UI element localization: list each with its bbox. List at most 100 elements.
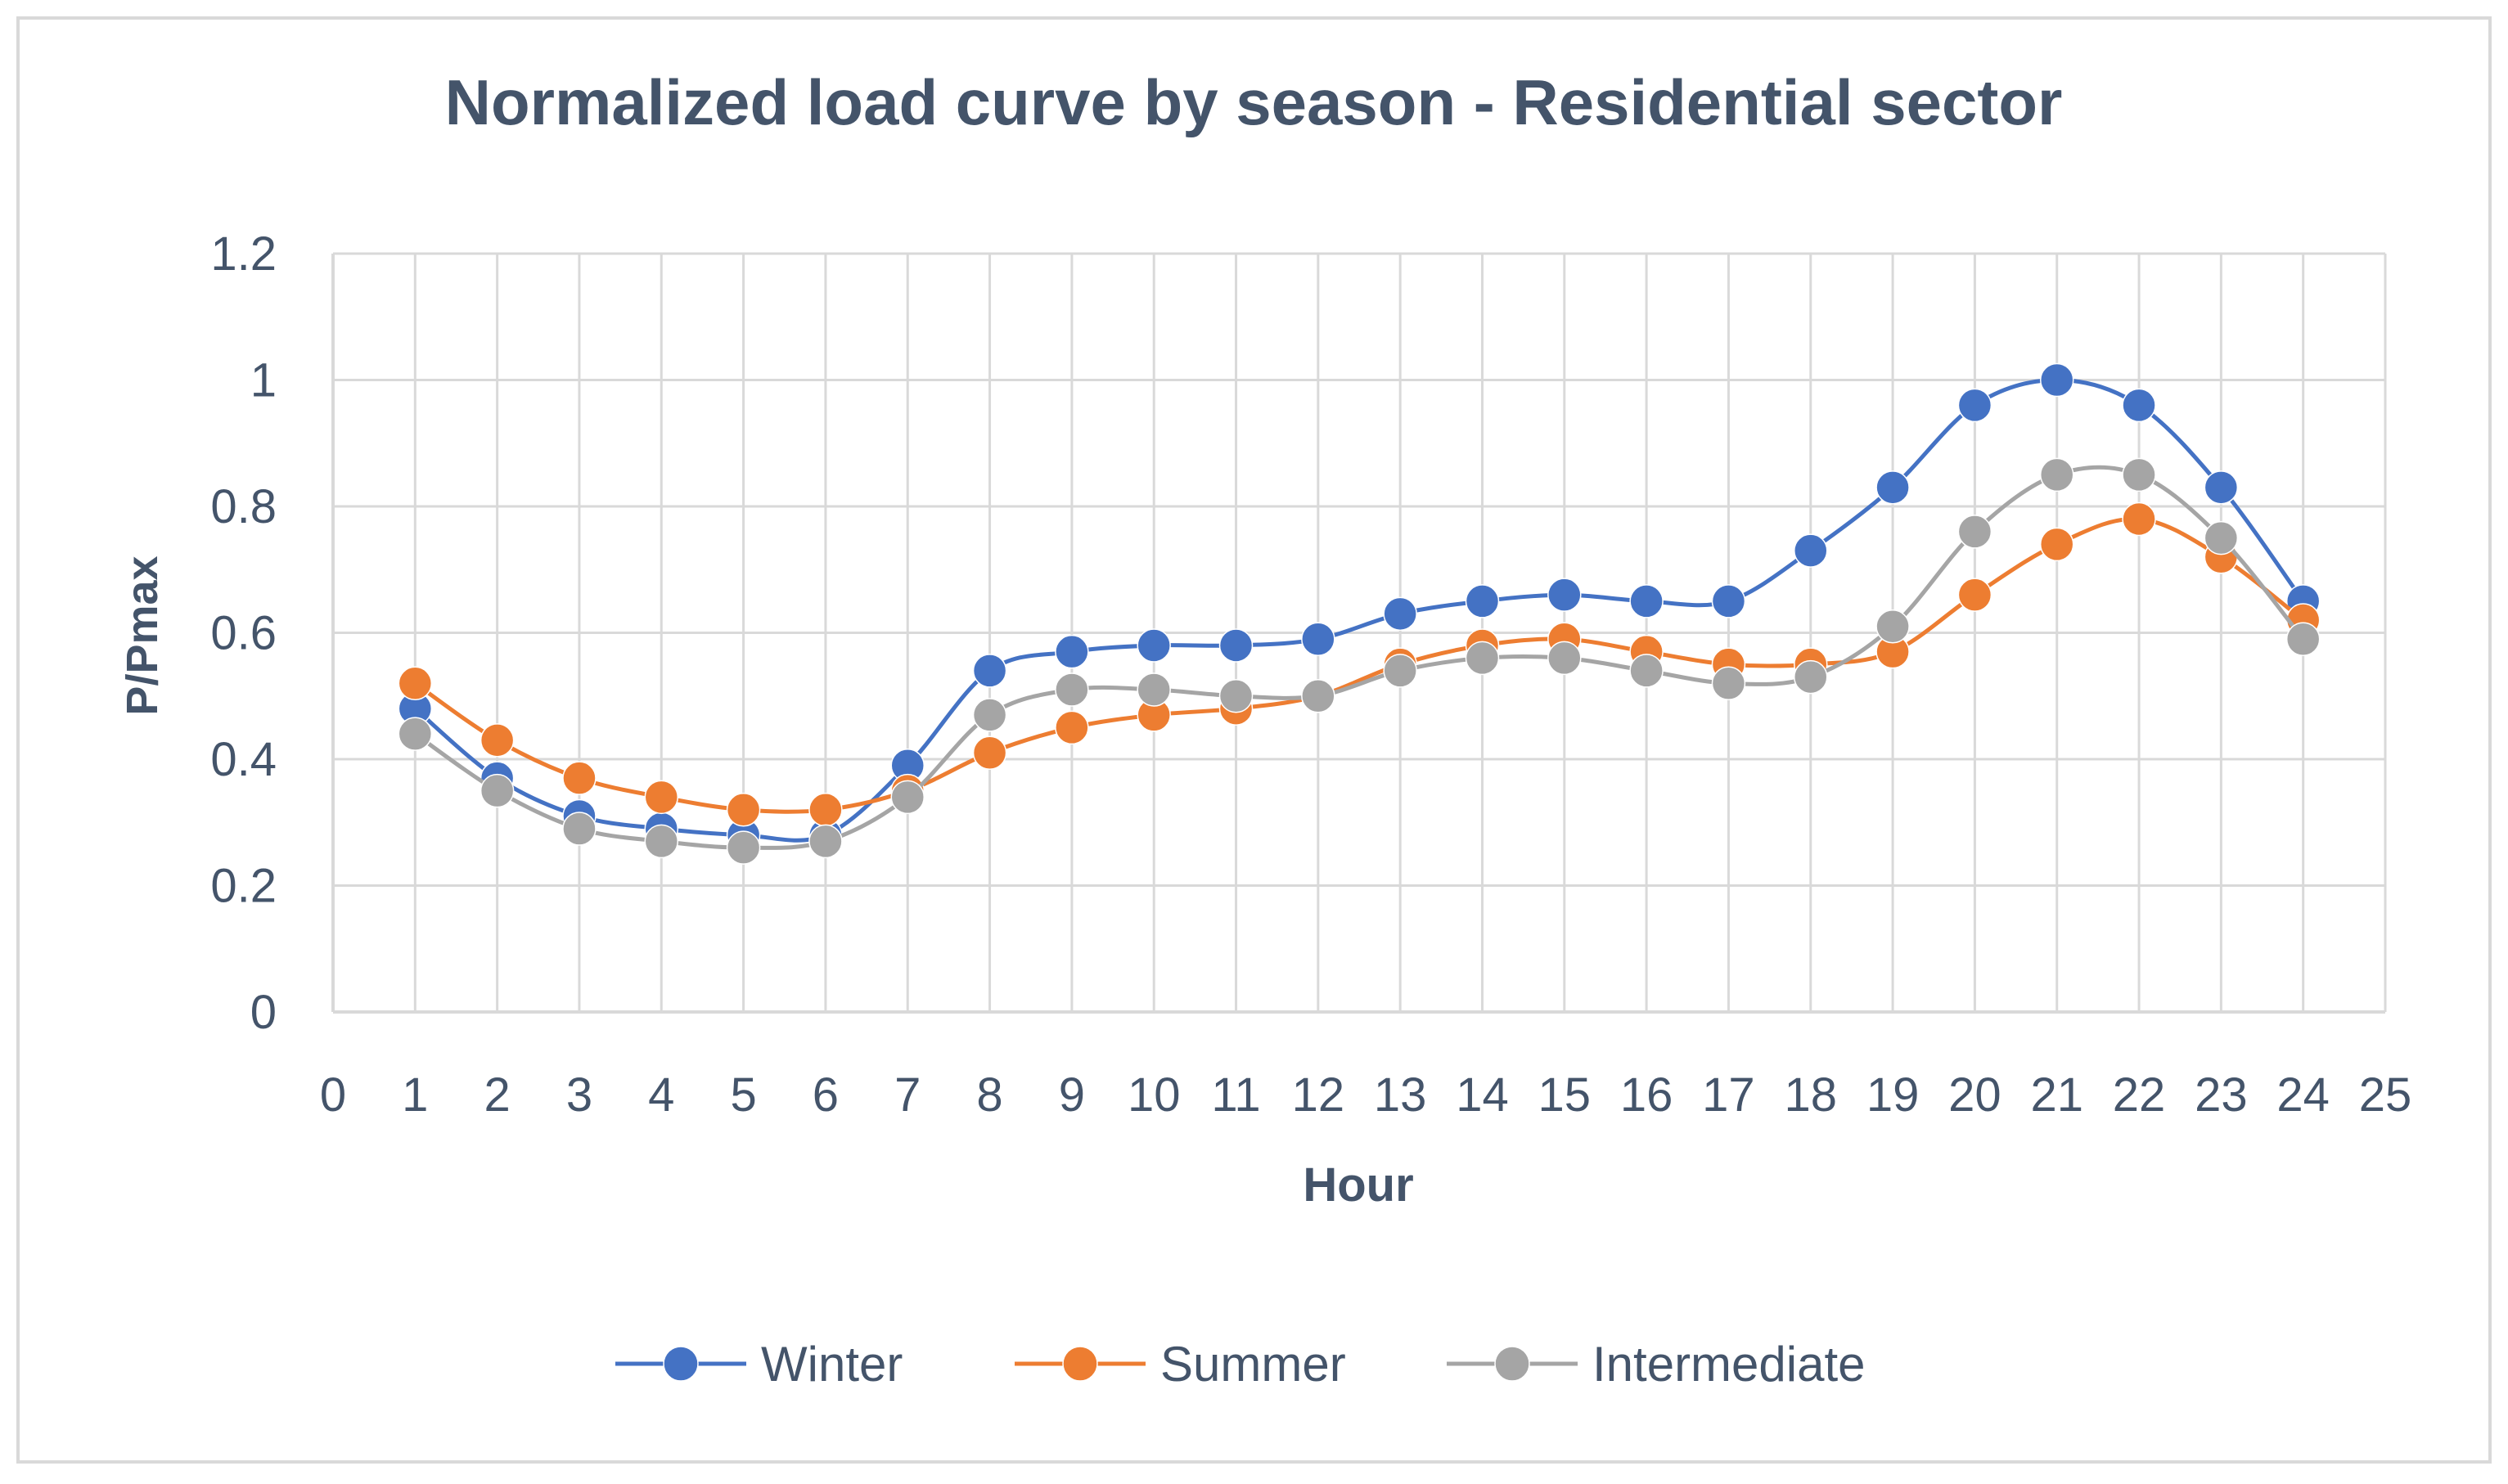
data-point-intermediate [1218,679,1254,713]
data-point-intermediate [1055,672,1089,707]
legend-label: Intermediate [1592,1337,1866,1392]
data-point-summer [1957,578,1992,612]
x-tick-label: 9 [1059,1068,1085,1122]
data-point-winter [2204,470,2239,505]
tick-labels: 0 1 2 3 4 5 6 7 8 9 10 11 12 13 14 15 16 17 18 19 20 21 22 23 24… [210,227,2411,1122]
x-tick-label: 15 [1538,1068,1592,1122]
x-tick-label: 24 [2276,1068,2330,1122]
axes [331,254,2385,1014]
y-tick-label: 0 [250,986,277,1039]
data-point-winter [1547,578,1582,612]
data-point-winter [1957,388,1992,423]
data-point-summer [480,723,515,758]
x-tick-label: 0 [320,1068,346,1122]
y-tick-label: 0.8 [210,480,277,533]
data-point-intermediate [2285,622,2321,656]
y-tick-label: 0.4 [210,733,277,786]
data-point-intermediate [2204,520,2239,555]
x-tick-label: 22 [2113,1068,2166,1122]
data-point-intermediate [1383,654,1417,688]
data-point-winter [1383,596,1417,632]
data-point-intermediate [972,698,1007,732]
x-tick-label: 23 [2195,1068,2248,1122]
series-intermediate [398,457,2321,865]
x-tick-label: 10 [1128,1068,1181,1122]
x-tick-label: 25 [2359,1068,2412,1122]
data-point-winter [1465,584,1500,618]
data-point-intermediate [1547,641,1582,676]
data-point-intermediate [1301,679,1335,713]
data-point-intermediate [1794,659,1828,695]
gridlines [333,252,2387,1012]
legend-label: Summer [1160,1337,1346,1392]
x-tick-label: 7 [894,1068,921,1122]
x-tick-label: 1 [402,1068,428,1122]
data-point-intermediate [1465,641,1500,676]
data-point-winter [1629,584,1664,618]
x-tick-label: 6 [813,1068,839,1122]
legend-item-summer: Summer [1015,1337,1346,1392]
chart-title: Normalized load curve by season - Reside… [445,66,2063,138]
legend: Winter Summer Intermediate [615,1337,1866,1392]
data-point-intermediate [398,717,433,751]
data-point-summer [2039,527,2074,562]
data-point-intermediate [726,830,761,865]
data-point-summer [1055,710,1089,745]
x-tick-label: 16 [1620,1068,1673,1122]
legend-marker [663,1346,699,1382]
x-tick-label: 17 [1702,1068,1755,1122]
x-tick-label: 8 [976,1068,1002,1122]
x-tick-label: 21 [2030,1068,2083,1122]
x-tick-label: 13 [1374,1068,1427,1122]
series-layer [398,362,2321,865]
x-tick-label: 4 [648,1068,674,1122]
data-point-winter [1055,634,1089,669]
data-point-intermediate [1957,515,1992,549]
y-tick-label: 0.6 [210,607,277,660]
data-point-winter [1218,628,1254,663]
x-tick-label: 2 [484,1068,511,1122]
data-point-intermediate [2122,457,2156,492]
y-axis-label: P/Pmax [118,555,167,715]
x-tick-label: 5 [730,1068,756,1122]
data-point-summer [808,793,843,827]
x-tick-label: 14 [1456,1068,1509,1122]
legend-marker [1062,1346,1098,1382]
chart-border [16,16,2492,1464]
y-tick-label: 1.2 [210,227,277,281]
x-tick-label: 20 [1948,1068,2001,1122]
data-point-winter [1875,470,1910,505]
data-point-winter [1137,628,1171,663]
y-tick-label: 1 [250,354,277,407]
data-point-winter [2122,388,2156,423]
data-point-winter [1794,533,1828,568]
data-point-winter [972,654,1007,688]
x-tick-label: 12 [1292,1068,1345,1122]
data-point-winter [2039,362,2074,398]
x-tick-label: 11 [1211,1068,1260,1122]
x-tick-label: 18 [1785,1068,1838,1122]
data-point-summer [398,666,433,701]
data-point-intermediate [2039,457,2074,492]
data-point-summer [2122,501,2156,537]
x-tick-label: 3 [566,1068,592,1122]
y-tick-label: 0.2 [210,860,277,913]
data-point-intermediate [1137,672,1171,707]
data-point-intermediate [1875,609,1910,644]
data-point-intermediate [644,824,679,859]
data-point-intermediate [562,812,597,846]
data-point-intermediate [890,780,925,815]
legend-item-winter: Winter [615,1337,903,1392]
legend-marker [1494,1346,1530,1382]
legend-item-intermediate: Intermediate [1447,1337,1866,1392]
data-point-summer [972,735,1007,771]
data-point-intermediate [480,773,515,808]
data-point-intermediate [1629,654,1664,688]
legend-label: Winter [761,1337,903,1392]
data-point-winter [1711,584,1746,618]
x-axis-label: Hour [1303,1158,1413,1212]
data-point-intermediate [808,824,843,859]
x-tick-label: 19 [1866,1068,1920,1122]
data-point-intermediate [1711,666,1746,701]
